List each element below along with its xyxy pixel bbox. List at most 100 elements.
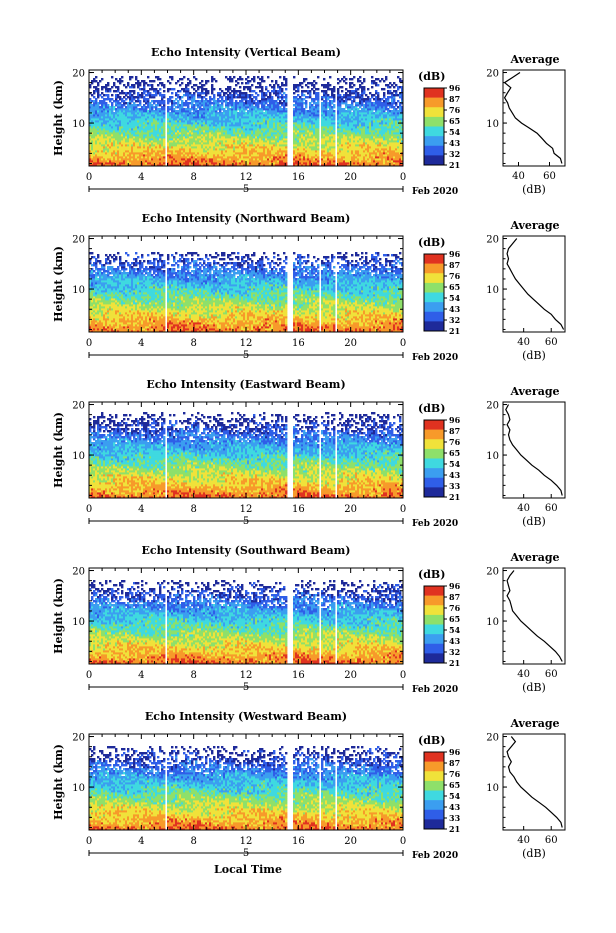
heatmap-cell bbox=[203, 114, 206, 117]
heatmap-cell bbox=[105, 86, 108, 89]
heatmap-cell bbox=[157, 142, 160, 145]
heatmap-cell bbox=[95, 110, 98, 113]
heatmap-cell bbox=[179, 144, 182, 147]
heatmap-cell bbox=[169, 146, 172, 149]
heatmap-cell bbox=[177, 124, 180, 127]
heatmap-cell bbox=[237, 82, 240, 85]
heatmap-cell bbox=[151, 152, 154, 155]
heatmap-cell bbox=[237, 154, 240, 157]
heatmap-cell bbox=[185, 88, 188, 91]
heatmap-cell bbox=[213, 136, 216, 139]
heatmap-cell bbox=[171, 124, 174, 127]
heatmap-cell bbox=[223, 154, 226, 157]
heatmap-cell bbox=[171, 140, 174, 143]
heatmap-cell bbox=[213, 112, 216, 115]
heatmap-cell bbox=[109, 132, 112, 135]
heatmap-cell bbox=[179, 118, 182, 121]
heatmap-cell bbox=[179, 106, 182, 109]
heatmap-cell bbox=[169, 106, 172, 109]
heatmap-cell bbox=[105, 118, 108, 121]
heatmap-cell bbox=[171, 158, 174, 161]
heatmap-cell bbox=[191, 116, 194, 119]
heatmap-cell bbox=[149, 92, 152, 95]
heatmap-cell bbox=[97, 126, 100, 129]
heatmap-cell bbox=[191, 136, 194, 139]
heatmap-cell bbox=[163, 134, 166, 137]
heatmap-cell bbox=[215, 148, 218, 151]
heatmap-cell bbox=[215, 134, 218, 137]
heatmap-cell bbox=[117, 164, 120, 167]
heatmap-cell bbox=[193, 152, 196, 155]
heatmap-cell bbox=[225, 92, 228, 95]
heatmap-cell bbox=[193, 140, 196, 143]
heatmap-cell bbox=[185, 104, 188, 107]
heatmap-cell bbox=[157, 78, 160, 81]
heatmap-cell bbox=[211, 112, 214, 115]
heatmap-cell bbox=[131, 138, 134, 141]
heatmap-cell bbox=[193, 128, 196, 131]
heatmap-cell bbox=[189, 116, 192, 119]
heatmap-cell bbox=[217, 154, 220, 157]
heatmap-cell bbox=[107, 138, 110, 141]
heatmap-cell bbox=[213, 126, 216, 129]
heatmap-cell bbox=[147, 152, 150, 155]
heatmap-cell bbox=[185, 142, 188, 145]
heatmap-cell bbox=[237, 158, 240, 161]
heatmap-cell bbox=[125, 98, 128, 101]
heatmap-cell bbox=[151, 162, 154, 165]
heatmap-cell bbox=[243, 102, 246, 105]
heatmap-cell bbox=[161, 96, 164, 99]
heatmap-cell bbox=[157, 158, 160, 161]
heatmap-cell bbox=[199, 134, 202, 137]
heatmap-cell bbox=[175, 118, 178, 121]
heatmap-cell bbox=[239, 76, 242, 79]
heatmap-cell bbox=[217, 156, 220, 159]
heatmap-cell bbox=[199, 156, 202, 159]
heatmap-cell bbox=[181, 126, 184, 129]
heatmap-cell bbox=[179, 158, 182, 161]
heatmap-cell bbox=[99, 120, 102, 123]
heatmap-cell bbox=[147, 104, 150, 107]
heatmap-cell bbox=[205, 158, 208, 161]
heatmap-cell bbox=[117, 116, 120, 119]
heatmap-cell bbox=[139, 112, 142, 115]
heatmap-cell bbox=[181, 106, 184, 109]
heatmap-cell bbox=[171, 164, 174, 167]
heatmap-cell bbox=[201, 88, 204, 91]
heatmap-cell bbox=[203, 146, 206, 149]
heatmap-cell bbox=[241, 146, 244, 149]
heatmap-cell bbox=[139, 100, 142, 103]
heatmap-cell bbox=[211, 144, 214, 147]
heatmap-cell bbox=[193, 130, 196, 133]
heatmap-cell bbox=[183, 116, 186, 119]
heatmap-cell bbox=[177, 150, 180, 153]
heatmap-cell bbox=[221, 124, 224, 127]
heatmap-cell bbox=[241, 114, 244, 117]
heatmap-cell bbox=[181, 150, 184, 153]
heatmap-cell bbox=[197, 138, 200, 141]
heatmap-cell bbox=[149, 142, 152, 145]
heatmap-cell bbox=[209, 114, 212, 117]
heatmap-cell bbox=[167, 158, 170, 161]
heatmap-cell bbox=[137, 144, 140, 147]
heatmap-cell bbox=[131, 148, 134, 151]
heatmap-cell bbox=[151, 164, 154, 167]
heatmap-cell bbox=[223, 126, 226, 129]
heatmap-cell bbox=[229, 140, 232, 143]
heatmap-cell bbox=[139, 116, 142, 119]
heatmap-cell bbox=[113, 146, 116, 149]
heatmap-cell bbox=[151, 130, 154, 133]
heatmap-cell bbox=[243, 132, 246, 135]
heatmap-cell bbox=[173, 152, 176, 155]
heatmap-cell bbox=[99, 142, 102, 145]
heatmap-cell bbox=[97, 114, 100, 117]
heatmap-cell bbox=[205, 124, 208, 127]
heatmap-cell bbox=[137, 94, 140, 97]
heatmap-cell bbox=[139, 138, 142, 141]
heatmap-cell bbox=[123, 164, 126, 167]
heatmap-cell bbox=[153, 144, 156, 147]
heatmap-cell bbox=[191, 142, 194, 145]
heatmap-cell bbox=[111, 104, 114, 107]
heatmap-cell bbox=[137, 110, 140, 113]
heatmap-cell bbox=[129, 158, 132, 161]
